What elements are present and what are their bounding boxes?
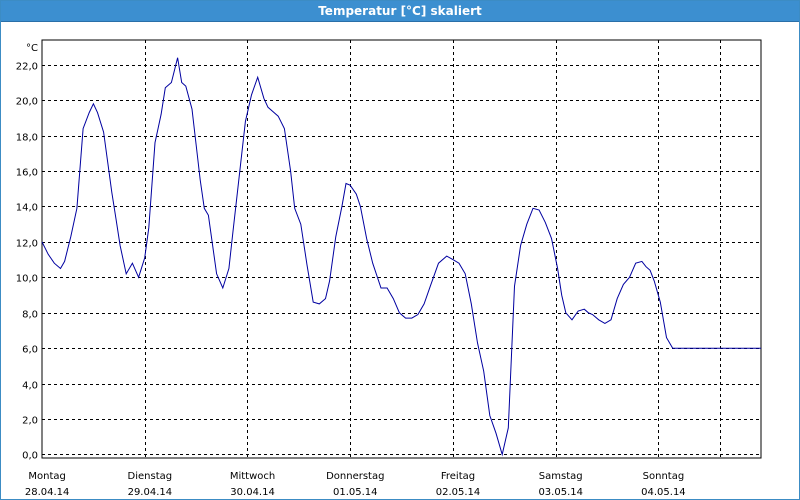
y-tick-label: 22,0 — [16, 62, 38, 73]
x-tick-date: 03.05.14 — [538, 487, 583, 498]
x-tick-day: Sonntag — [643, 471, 685, 482]
window-title: Temperatur [°C] skaliert — [1, 1, 799, 22]
y-tick-label: 14,0 — [16, 203, 38, 214]
x-tick-date: 02.05.14 — [436, 487, 481, 498]
temperature-chart: °C 0,0 2,0 4,0 6,0 8,0 10,0 12,0 14,0 16,0 18,0 20… — [16, 39, 762, 499]
y-tick-label: 12,0 — [16, 239, 38, 250]
x-tick-day: Montag — [28, 471, 65, 482]
tick-layer: 0,0 2,0 4,0 6,0 8,0 10,0 12,0 14,0 16,0 18,0 20,0 2… — [16, 62, 686, 499]
plot-frame — [41, 39, 762, 459]
x-tick-date: 04.05.14 — [641, 487, 686, 498]
x-tick-date: 28.04.14 — [25, 487, 70, 498]
x-tick-date: 30.04.14 — [230, 487, 275, 498]
x-tick-day: Samstag — [539, 471, 583, 482]
y-tick-label: 10,0 — [16, 274, 38, 285]
x-tick-day: Mittwoch — [230, 471, 275, 482]
y-tick-label: 2,0 — [22, 416, 38, 427]
grid-layer — [41, 39, 762, 459]
y-tick-label: 4,0 — [22, 381, 38, 392]
x-tick-date: 01.05.14 — [333, 487, 378, 498]
y-tick-label: 6,0 — [22, 345, 38, 356]
y-tick-label: 8,0 — [22, 310, 38, 321]
series-line-temperature — [41, 57, 761, 457]
x-tick-date: 29.04.14 — [128, 487, 173, 498]
y-tick-label: 16,0 — [16, 168, 38, 179]
y-tick-label: 18,0 — [16, 133, 38, 144]
x-tick-day: Dienstag — [128, 471, 173, 482]
x-tick-day: Donnerstag — [326, 471, 384, 482]
y-tick-label: 0,0 — [22, 451, 38, 462]
x-tick-day: Freitag — [441, 471, 475, 482]
y-axis-unit: °C — [26, 43, 38, 54]
y-tick-label: 20,0 — [16, 97, 38, 108]
